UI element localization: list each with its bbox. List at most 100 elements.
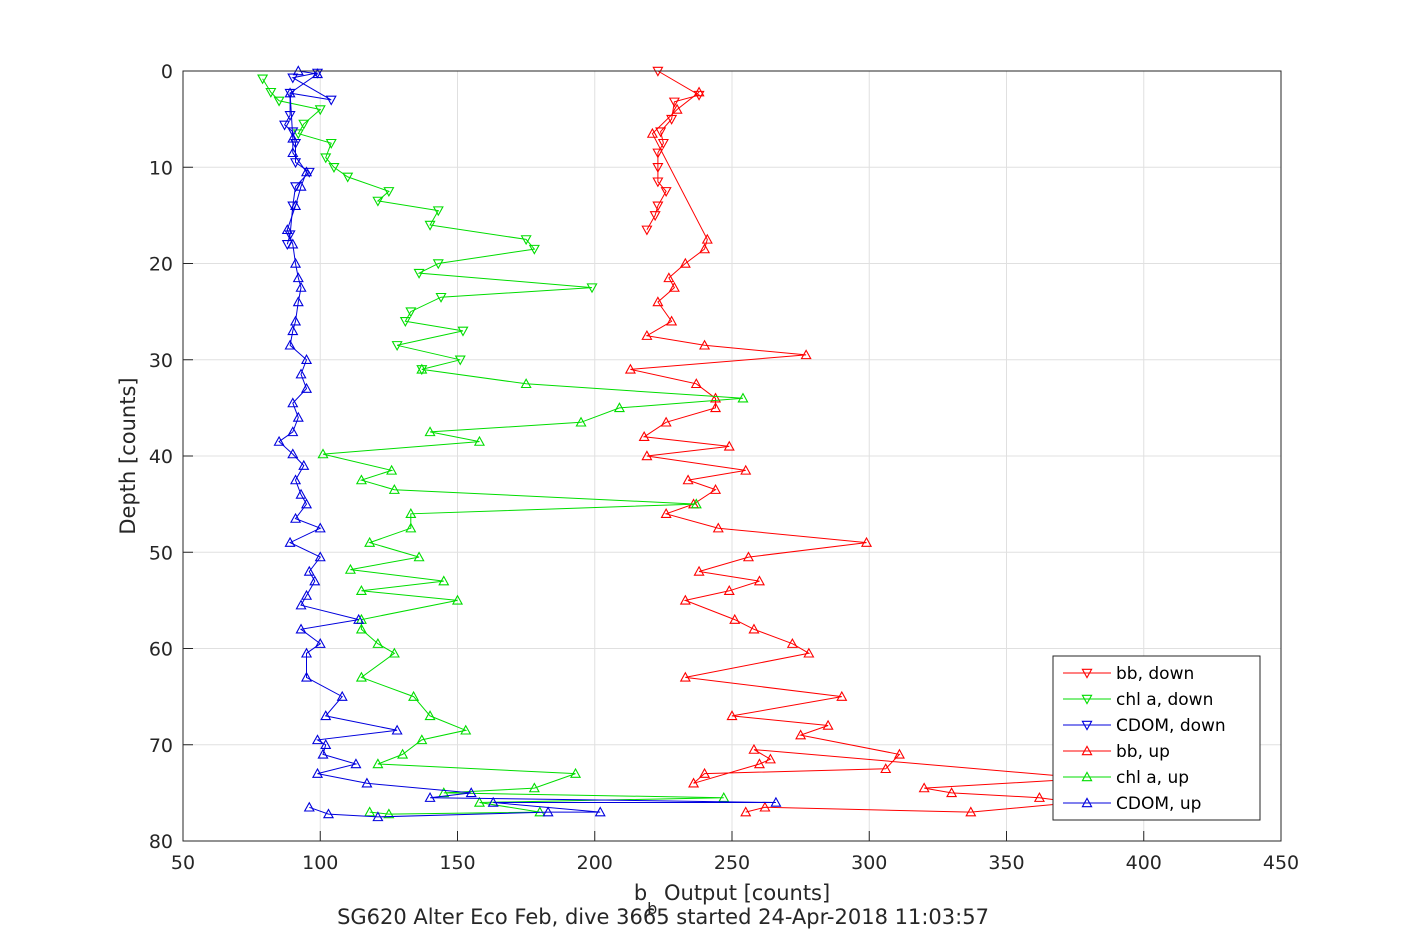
data-point (284, 111, 296, 122)
data-point (638, 431, 650, 441)
y-tick-label: 20 (149, 254, 173, 276)
data-point (311, 68, 324, 79)
data-point (432, 259, 444, 270)
data-point (295, 180, 307, 191)
data-point (290, 200, 302, 210)
data-point (408, 690, 420, 701)
data-point (413, 551, 425, 562)
legend-entry-chl-a-up: chl a, up (1063, 768, 1189, 788)
data-point (399, 317, 411, 327)
data-point (649, 211, 661, 222)
data-point (712, 522, 724, 533)
y-tick-label: 60 (149, 639, 173, 661)
x-axis-title: bb Output [counts] (634, 881, 830, 918)
data-point (570, 767, 582, 778)
x-tick-label: 350 (988, 852, 1024, 874)
data-point (737, 392, 749, 403)
data-point (361, 777, 373, 788)
data-point (594, 806, 606, 817)
data-point (795, 729, 807, 740)
y-tick-label: 0 (161, 61, 173, 83)
x-axis-title-rest: Output [counts] (657, 881, 830, 905)
data-point (336, 690, 348, 701)
data-point (287, 448, 299, 459)
data-point (699, 243, 711, 254)
data-point (454, 355, 466, 366)
y-tick-label: 80 (149, 831, 173, 853)
data-point (303, 167, 315, 178)
data-point (314, 637, 326, 648)
data-point (290, 158, 302, 169)
data-point (520, 378, 532, 389)
data-point (320, 153, 332, 164)
data-point (759, 801, 771, 812)
data-point (655, 127, 667, 138)
legend-box (1052, 655, 1261, 821)
data-point (284, 339, 296, 350)
data-point (660, 187, 672, 198)
data-point (350, 758, 362, 769)
data-point (388, 647, 400, 658)
data-point (652, 148, 664, 159)
data-point (753, 575, 765, 586)
data-point (726, 710, 738, 721)
x-tick-label: 200 (577, 852, 613, 874)
series-chl-a-down (257, 74, 598, 376)
data-point (386, 464, 398, 475)
data-point (311, 734, 324, 745)
data-point (424, 426, 436, 437)
data-point (465, 787, 477, 798)
series-line-chl-a-down (262, 78, 593, 370)
data-point (709, 483, 722, 494)
data-point (432, 206, 444, 217)
data-point (699, 339, 711, 350)
data-point (372, 637, 384, 648)
data-point (314, 551, 326, 562)
data-point (344, 563, 356, 574)
data-point (391, 341, 403, 352)
data-point (355, 623, 367, 634)
x-tick-label: 400 (1126, 852, 1162, 874)
x-tick-label: 300 (851, 852, 887, 874)
data-point (287, 426, 299, 437)
data-point (372, 196, 384, 207)
data-point (487, 796, 499, 807)
series-cdom-up (273, 65, 782, 822)
data-point (742, 551, 755, 562)
data-point (613, 402, 625, 413)
data-point (668, 281, 680, 292)
x-tick-label: 150 (439, 852, 475, 874)
legend-label: chl a, down (1116, 690, 1213, 710)
data-point (298, 119, 310, 130)
data-point (257, 74, 269, 85)
data-point (295, 488, 307, 499)
data-point (287, 127, 299, 138)
data-point (764, 753, 776, 764)
data-point (320, 739, 332, 749)
data-point (451, 594, 464, 605)
data-point (320, 710, 332, 721)
legend: bb, down chl a, down CDOM, down bb, up chl a… (1052, 655, 1261, 821)
data-point (287, 132, 299, 143)
data-point (284, 87, 296, 98)
data-point (295, 599, 307, 610)
data-point (679, 594, 691, 605)
series-line-chl-a-up (322, 368, 744, 815)
data-point (300, 354, 313, 364)
data-point (383, 187, 395, 198)
data-point (473, 435, 485, 446)
legend-marker (1081, 771, 1093, 782)
data-point (460, 724, 472, 735)
data-point (300, 382, 313, 393)
data-point (457, 326, 469, 337)
data-point (473, 796, 485, 807)
data-point (383, 808, 395, 819)
y-tick-label: 50 (149, 542, 173, 564)
data-point (325, 138, 337, 149)
data-point (860, 536, 873, 547)
data-point (641, 225, 653, 236)
data-point (438, 575, 450, 586)
data-point (660, 508, 672, 518)
data-point (300, 647, 313, 658)
data-point (355, 585, 367, 595)
